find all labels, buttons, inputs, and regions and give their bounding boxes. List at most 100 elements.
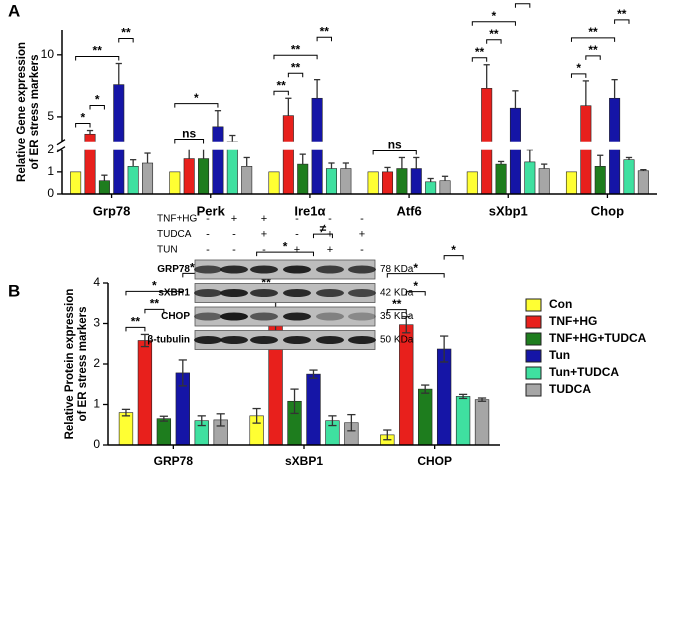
- treatment-sign: -: [232, 228, 236, 240]
- treatment-sign: -: [295, 213, 299, 225]
- band-size: 50 KDa: [380, 335, 414, 346]
- significance-bracket: [75, 56, 120, 61]
- error-bar: [541, 163, 548, 169]
- bar: [509, 107, 521, 195]
- bar: [156, 418, 172, 446]
- blot-band: [250, 336, 278, 344]
- blot-band: [348, 336, 376, 344]
- treatment-label: TNF+HG: [157, 214, 198, 225]
- significance-label: **: [131, 315, 141, 329]
- bar: [241, 166, 253, 195]
- significance-bracket: [125, 290, 184, 296]
- error-bar: [309, 369, 318, 379]
- significance-label: **: [150, 297, 160, 311]
- blot-band: [348, 312, 376, 321]
- treatment-sign: -: [206, 213, 210, 225]
- error-bar: [458, 393, 468, 400]
- y-tick-label: 10: [41, 47, 55, 61]
- significance-bracket: [256, 251, 314, 257]
- y-axis-label: of ER stress markers: [77, 306, 89, 421]
- legend-label: Tun: [549, 348, 570, 362]
- band-label: β-tubulin: [147, 335, 190, 346]
- break-mark: [56, 146, 66, 153]
- error-bar: [512, 90, 519, 109]
- error-bar: [526, 149, 533, 162]
- error-bar: [214, 110, 222, 127]
- bar: [382, 171, 394, 195]
- significance-label: *: [520, 0, 525, 5]
- bar: [297, 163, 309, 195]
- y-tick-label: 0: [47, 186, 54, 200]
- significance-bracket: [570, 73, 587, 78]
- significance-bracket: [273, 54, 318, 60]
- bar: [436, 348, 452, 446]
- x-tick-label: Atf6: [396, 203, 421, 218]
- x-tick-label: CHOP: [417, 454, 452, 468]
- panel-label: A: [8, 1, 20, 20]
- y-tick-label: 3: [93, 316, 100, 330]
- blot-band: [316, 312, 344, 321]
- blot-band: [220, 265, 248, 274]
- significance-label: ≠: [320, 221, 327, 235]
- bar: [396, 168, 408, 195]
- error-bar: [441, 175, 449, 181]
- significance-label: ns: [182, 127, 196, 141]
- significance-bracket: [287, 72, 304, 78]
- bar: [113, 84, 125, 195]
- treatment-sign: +: [261, 213, 267, 225]
- significance-label: **: [261, 275, 271, 289]
- error-bar: [144, 152, 151, 164]
- error-bar: [86, 129, 94, 135]
- blot-band: [220, 312, 248, 321]
- bar: [538, 168, 550, 195]
- significance-bracket: [585, 55, 601, 60]
- legend-label: TUDCA: [549, 382, 591, 396]
- error-bar: [197, 415, 206, 427]
- error-bar: [313, 79, 321, 99]
- bar: [580, 105, 592, 195]
- treatment-sign: +: [261, 228, 267, 240]
- error-bar: [290, 388, 299, 415]
- significance-label: *: [80, 111, 85, 125]
- y-axis-label: Relative Gene expression: [16, 42, 28, 182]
- y-tick-label: 1: [47, 164, 54, 178]
- error-bar: [252, 407, 261, 424]
- significance-bracket: [570, 37, 616, 42]
- blot-band: [194, 265, 222, 274]
- bar: [268, 171, 280, 195]
- error-bar: [440, 335, 449, 363]
- error-bar: [421, 384, 430, 394]
- blot-band: [316, 265, 344, 274]
- panel-label: B: [8, 281, 20, 300]
- blot-band: [283, 312, 311, 321]
- bar: [70, 171, 82, 195]
- band-label: CHOP: [161, 311, 190, 322]
- error-bar: [101, 174, 108, 181]
- x-tick-label: Perk: [197, 203, 226, 218]
- significance-label: ns: [388, 138, 402, 152]
- treatment-sign: -: [206, 228, 210, 240]
- significance-label: *: [451, 243, 456, 257]
- y-tick-label: 2: [93, 356, 100, 370]
- significance-bracket: [471, 57, 488, 62]
- error-bar: [285, 97, 292, 116]
- blot-band: [283, 265, 311, 274]
- significance-label: *: [413, 279, 418, 293]
- error-bar: [243, 156, 250, 167]
- treatment-sign: -: [295, 228, 299, 240]
- bar: [623, 159, 635, 195]
- significance-label: **: [392, 297, 402, 311]
- bar: [410, 168, 422, 195]
- blot-band: [283, 289, 311, 297]
- bar: [425, 181, 437, 195]
- significance-label: **: [489, 27, 499, 41]
- error-bar: [229, 134, 236, 142]
- bar: [142, 162, 154, 195]
- blot-band: [250, 312, 278, 321]
- significance-label: **: [276, 78, 286, 92]
- legend-swatch: [525, 315, 542, 329]
- legend-label: Con: [549, 297, 572, 311]
- blot-band: [250, 265, 278, 274]
- y-axis-label: Relative Protein expression: [64, 289, 76, 440]
